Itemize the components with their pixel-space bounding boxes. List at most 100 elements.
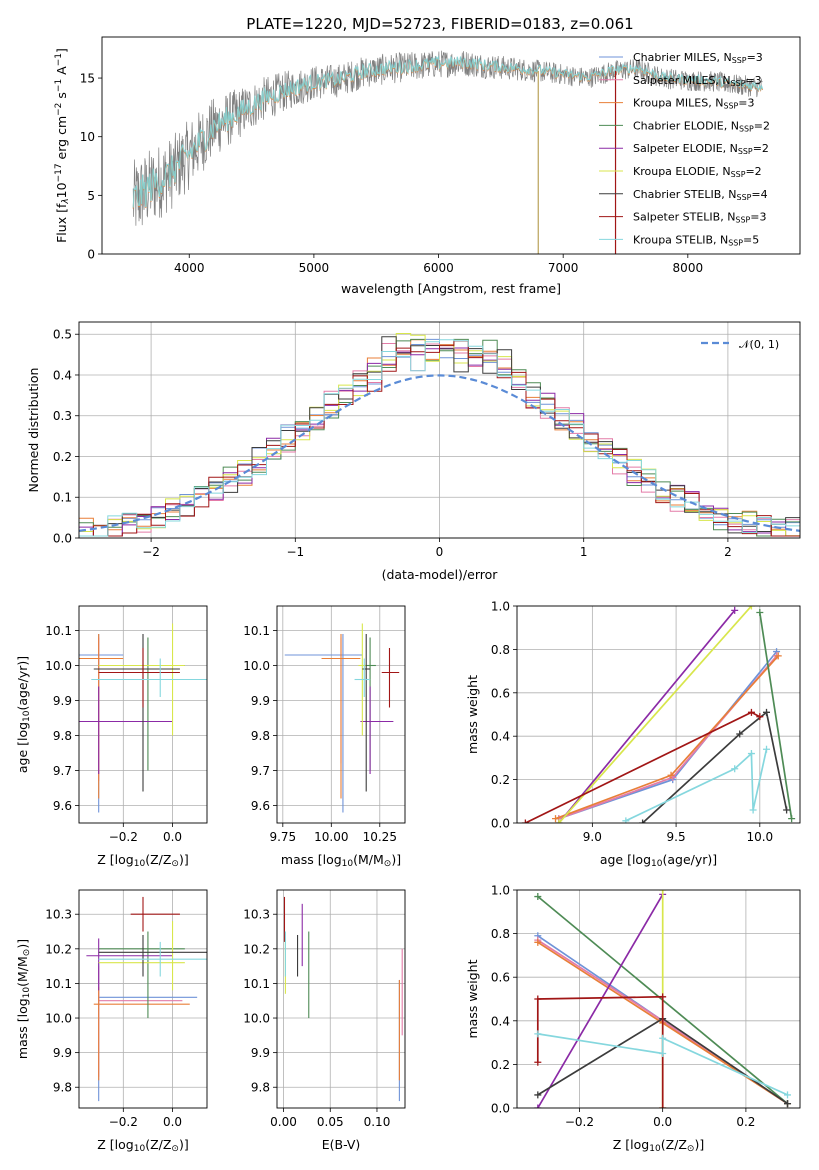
y-tick-label: 9.6	[251, 799, 270, 813]
age-vs-mass-panel: 9.75 10.00 10.25 9.6 9.7 9.8 9.9 10.0 10.1 mass […	[243, 605, 406, 869]
histogram-series	[79, 339, 800, 537]
x-tick-label: 6000	[423, 261, 454, 275]
y-tick-label: 0.0	[491, 817, 510, 831]
y-tick-label: 10.1	[243, 977, 270, 991]
label-part: (Z/Z	[145, 852, 171, 867]
weight-series-line	[558, 655, 778, 820]
y-tick-label: 0.8	[491, 927, 510, 941]
weight-series-marker	[784, 1100, 792, 1108]
label-part: 10	[134, 1144, 146, 1154]
label-part: )]	[694, 1137, 704, 1152]
histogram-series	[79, 338, 800, 537]
residuals-panel: −2 −1 0 1 2 0.0 0.1 0.2 0.3 0.4 0.5 (data-model)/er…	[26, 321, 801, 582]
mass_vs_Z-y-label: mass [log10(M/M⊙)]	[15, 939, 32, 1059]
legend-nssp-sub: SSP	[738, 147, 753, 156]
weight-series-marker	[667, 771, 675, 779]
label-part: s	[54, 92, 69, 103]
axes-frame	[516, 889, 801, 1109]
weight_vs_Z-y-label: mass weight	[465, 959, 480, 1038]
axes-frame	[276, 605, 406, 824]
x-tick-label: −0.2	[109, 1115, 138, 1129]
weight-series-marker	[784, 1091, 792, 1099]
y-tick-label: 0.1	[53, 491, 72, 505]
legend-model-name: Salpeter ELODIE, N	[633, 142, 738, 155]
label-part: −2	[54, 103, 64, 116]
legend-nssp-sub: SSP	[731, 79, 746, 88]
x-tick-label: 0.0	[653, 1115, 672, 1129]
x-tick-label: 7000	[548, 261, 579, 275]
x-tick-label: 0.2	[736, 1115, 755, 1129]
y-tick-label: 10.3	[243, 908, 270, 922]
y-tick-label: 10.0	[45, 659, 72, 673]
y-tick-label: 10.2	[243, 942, 270, 956]
x-tick-label: −2	[142, 545, 160, 559]
axes-frame	[276, 889, 406, 1109]
label-part: Flux [f	[54, 203, 69, 243]
legend-nssp-value: =2	[753, 142, 769, 155]
y-tick-label: 10.2	[45, 942, 72, 956]
x-tick-label: 0.0	[163, 1115, 182, 1129]
legend-nssp-value: =3	[738, 97, 754, 110]
label-part: mass [log	[15, 998, 30, 1059]
x-tick-label: 5000	[299, 261, 330, 275]
legend-model-name: Chabrier MILES, N	[633, 51, 732, 64]
label-part: 10	[22, 710, 32, 722]
weight-series-line	[537, 893, 664, 1108]
y-tick-label: 0.2	[491, 773, 510, 787]
label-part: )]	[179, 1137, 189, 1152]
x-tick-label: 2	[724, 545, 732, 559]
weight_vs_Z-x-label: Z [log10(Z/Z⊙)]	[613, 1137, 704, 1154]
label-part: Z [log	[97, 1137, 133, 1152]
weight-series-marker	[555, 819, 563, 823]
axes-frame	[516, 605, 801, 824]
weight-series-marker	[534, 938, 542, 946]
label-part: A	[54, 66, 69, 79]
weight-series-marker	[783, 806, 791, 814]
y-tick-label: 9.9	[53, 1046, 72, 1060]
y-tick-label: 10.3	[45, 908, 72, 922]
age_vs_mass-x-label: mass [log10(M/M⊙)]	[281, 852, 401, 869]
weight-series-marker	[534, 1030, 542, 1038]
label-part: (M/M	[15, 956, 30, 987]
weight-series-marker	[774, 652, 782, 660]
y-tick-label: 10	[80, 130, 95, 144]
label-part: ⊙	[384, 859, 392, 869]
y-tick-label: 0.6	[491, 971, 510, 985]
y-tick-label: 9.7	[53, 764, 72, 778]
y-tick-label: 9.8	[251, 1081, 270, 1095]
label-part: (age/yr)]	[15, 656, 30, 711]
weight_vs_age-x-label: age [log10(age/yr)]	[600, 852, 717, 869]
weight-series-marker	[534, 1091, 542, 1099]
weight-series-marker	[639, 819, 647, 823]
legend-model-name: Kroupa STELIB, N	[633, 233, 728, 246]
weight-series-marker	[534, 995, 542, 1003]
y-tick-label: 0.4	[53, 368, 72, 382]
weight-vs-age-panel: 9.0 9.5 10.0 0.0 0.2 0.4 0.6 0.8 1.0 age [log10(a…	[465, 600, 801, 869]
legend-nssp-sub: SSP	[737, 193, 752, 202]
weight_vs_age-y-label: mass weight	[465, 675, 480, 754]
x-tick-label: 0.0	[163, 830, 182, 844]
legend-entry-label: Kroupa MILES, NSSP=3	[633, 97, 754, 111]
label-part: Z [log	[613, 1137, 649, 1152]
x-tick-label: −0.2	[109, 830, 138, 844]
y-tick-label: 0.2	[491, 1058, 510, 1072]
legend-nssp-sub: SSP	[731, 170, 746, 179]
y-tick-label: 10.1	[45, 624, 72, 638]
axes-frame	[78, 605, 208, 824]
label-part: 10	[22, 987, 32, 999]
y-tick-label: 5	[87, 189, 95, 203]
label-part: 10	[342, 859, 354, 869]
x-tick-label: −0.2	[565, 1115, 594, 1129]
mass-vs-metallicity-panel: −0.2 0.09.89.910.010.110.210.3Z [log10(Z/…	[15, 889, 208, 1154]
y-tick-label: 0.2	[53, 450, 72, 464]
weight-series-marker	[747, 708, 755, 716]
legend-nssp-value: =5	[743, 233, 759, 246]
label-part: age [log	[600, 852, 651, 867]
weight-series-marker	[552, 815, 560, 823]
legend-nssp-sub: SSP	[728, 238, 743, 247]
legend-model-name: Salpeter MILES, N	[633, 74, 731, 87]
spectrum-y-label: Flux [fλ10−17 erg cm−2 s−1 A−1]	[54, 48, 71, 243]
label-part: λ	[61, 198, 71, 204]
label-part: 10	[649, 1144, 661, 1154]
weight-series-marker	[521, 819, 529, 823]
